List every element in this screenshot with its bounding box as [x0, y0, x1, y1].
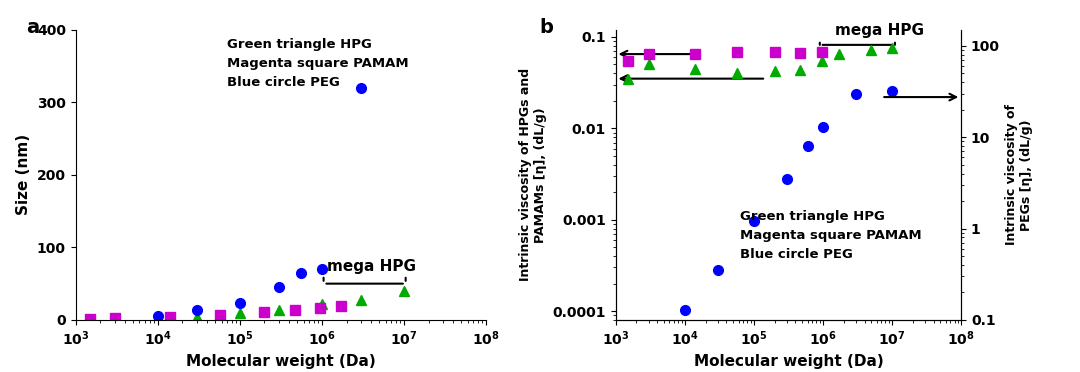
- Text: mega HPG: mega HPG: [327, 259, 416, 274]
- Text: mega HPG: mega HPG: [835, 23, 924, 38]
- X-axis label: Molecular weight (Da): Molecular weight (Da): [693, 354, 883, 369]
- Y-axis label: Size (nm): Size (nm): [16, 134, 31, 215]
- Y-axis label: Intrinsic viscosity of HPGs and
PAMAMs [η], (dL/g): Intrinsic viscosity of HPGs and PAMAMs […: [518, 68, 546, 281]
- X-axis label: Molecular weight (Da): Molecular weight (Da): [186, 354, 376, 369]
- Text: Green triangle HPG
Magenta square PAMAM
Blue circle PEG: Green triangle HPG Magenta square PAMAM …: [228, 38, 409, 89]
- Y-axis label: Intrinsic viscosity of
PEGs [η], (dL/g): Intrinsic viscosity of PEGs [η], (dL/g): [1005, 104, 1034, 246]
- Text: b: b: [540, 18, 553, 37]
- Text: Green triangle HPG
Magenta square PAMAM
Blue circle PEG: Green triangle HPG Magenta square PAMAM …: [740, 210, 921, 261]
- Text: a: a: [26, 18, 40, 37]
